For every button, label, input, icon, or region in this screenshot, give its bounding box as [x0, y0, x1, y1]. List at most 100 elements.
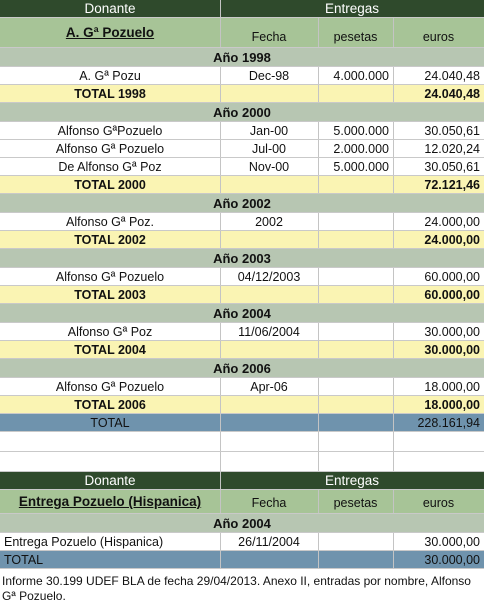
- cell: TOTAL 2000: [74, 177, 146, 192]
- data-row: Alfonso Gª Pozuelo Jul-00 2.000.000 12.020,…: [0, 140, 484, 158]
- column-line: [318, 396, 319, 413]
- data-row: Alfonso Gª Pozuelo Apr-06 18.000,00: [0, 378, 484, 396]
- column-line: [220, 67, 221, 84]
- column-line: [220, 414, 221, 431]
- cell: Año 2004: [213, 305, 271, 321]
- column-line: [220, 323, 221, 340]
- year-row: Año 2003: [0, 249, 484, 268]
- cell: Donante: [84, 1, 136, 16]
- cell: Año 1998: [213, 49, 271, 65]
- column-line: [393, 286, 394, 303]
- column-line: [220, 396, 221, 413]
- cell: Año 2002: [213, 195, 271, 211]
- column-line: [318, 231, 319, 248]
- cell: Apr-06: [250, 379, 288, 394]
- column-line: [318, 323, 319, 340]
- data-row: De Alfonso Gª Poz Nov-00 5.000.000 30.050,6…: [0, 158, 484, 176]
- cell: TOTAL 2003: [74, 287, 146, 302]
- column-line: [220, 268, 221, 285]
- column-line: [220, 341, 221, 358]
- cell: 30.000,00: [424, 552, 480, 567]
- column-line: [318, 551, 319, 568]
- cell: TOTAL 2006: [74, 397, 146, 412]
- cell: Donante: [84, 473, 136, 488]
- cell: 24.040,48: [424, 68, 480, 83]
- cell: 26/11/2004: [238, 534, 300, 549]
- total-row: TOTAL 2002 24.000,00: [0, 231, 484, 249]
- cell: 24.040,48: [424, 86, 480, 101]
- subheader-row: A. Gª Pozuelo Fecha pesetas euros: [0, 18, 484, 48]
- column-line: [318, 452, 319, 471]
- cell: TOTAL 1998: [74, 86, 146, 101]
- cell: 04/12/2003: [237, 269, 301, 284]
- cell: A. Gª Pozuelo: [65, 25, 155, 40]
- column-line: [318, 140, 319, 157]
- cell: euros: [422, 496, 455, 510]
- year-row: Año 2004: [0, 514, 484, 533]
- column-line: [220, 432, 221, 451]
- year-row: Año 2004: [0, 304, 484, 323]
- column-line: [220, 158, 221, 175]
- cell: Alfonso Gª Poz: [67, 324, 153, 339]
- cell: 5.000.000: [333, 159, 389, 174]
- column-line: [318, 414, 319, 431]
- column-line: [393, 176, 394, 193]
- cell: pesetas: [333, 30, 378, 44]
- cell: Alfonso Gª Pozuelo: [55, 141, 165, 156]
- column-line: [220, 378, 221, 395]
- column-line: [220, 452, 221, 471]
- column-line: [318, 268, 319, 285]
- header-row: Donante Entregas: [0, 472, 484, 490]
- cell: Año 2004: [213, 515, 271, 531]
- data-row: Alfonso Gª Poz. 2002 24.000,00: [0, 213, 484, 231]
- cell: Año 2000: [213, 104, 271, 120]
- grand-total-row: TOTAL 30.000,00: [0, 551, 484, 569]
- column-line: [393, 158, 394, 175]
- column-line: [220, 18, 221, 47]
- cell: 30.000,00: [424, 342, 480, 357]
- cell: TOTAL: [90, 415, 130, 430]
- cell: 4.000.000: [333, 68, 389, 83]
- column-line: [393, 323, 394, 340]
- column-line: [393, 85, 394, 102]
- subheader-row: Entrega Pozuelo (Hispanica) Fecha pesetas e…: [0, 490, 484, 514]
- cell: 30.000,00: [424, 534, 480, 549]
- cell: 18.000,00: [424, 379, 480, 394]
- column-line: [220, 213, 221, 230]
- column-line: [220, 122, 221, 139]
- column-line: [318, 67, 319, 84]
- column-line: [393, 452, 394, 471]
- cell: euros: [422, 30, 455, 44]
- cell: 24.000,00: [424, 214, 480, 229]
- cell: 30.050,61: [424, 159, 480, 174]
- year-row: Año 2006: [0, 359, 484, 378]
- cell: 30.000,00: [424, 324, 480, 339]
- column-line: [318, 213, 319, 230]
- column-line: [393, 231, 394, 248]
- column-line: [318, 158, 319, 175]
- column-line: [393, 18, 394, 47]
- column-line: [220, 85, 221, 102]
- column-line: [318, 533, 319, 550]
- cell: pesetas: [333, 496, 378, 510]
- data-row: Alfonso GªPozuelo Jan-00 5.000.000 30.050,6…: [0, 122, 484, 140]
- data-row: A. Gª Pozu Dec-98 4.000.000 24.040,48: [0, 67, 484, 85]
- cell: TOTAL: [4, 552, 44, 567]
- column-line: [393, 213, 394, 230]
- cell: 60.000,00: [424, 287, 480, 302]
- cell: 72.121,46: [424, 177, 480, 192]
- data-row: Alfonso Gª Pozuelo 04/12/2003 60.000,00: [0, 268, 484, 286]
- cell: Alfonso GªPozuelo: [57, 123, 163, 138]
- column-line: [220, 176, 221, 193]
- cell: Dec-98: [248, 68, 290, 83]
- cell: Fecha: [251, 30, 287, 44]
- column-line: [318, 176, 319, 193]
- cell: Jul-00: [251, 141, 287, 156]
- caption: Informe 30.199 UDEF BLA de fecha 29/04/2…: [2, 574, 471, 603]
- total-row: TOTAL 1998 24.040,48: [0, 85, 484, 103]
- column-line: [393, 67, 394, 84]
- column-line: [318, 286, 319, 303]
- cell: Entrega Pozuelo (Hispanica): [18, 494, 202, 509]
- cell: 2.000.000: [333, 141, 389, 156]
